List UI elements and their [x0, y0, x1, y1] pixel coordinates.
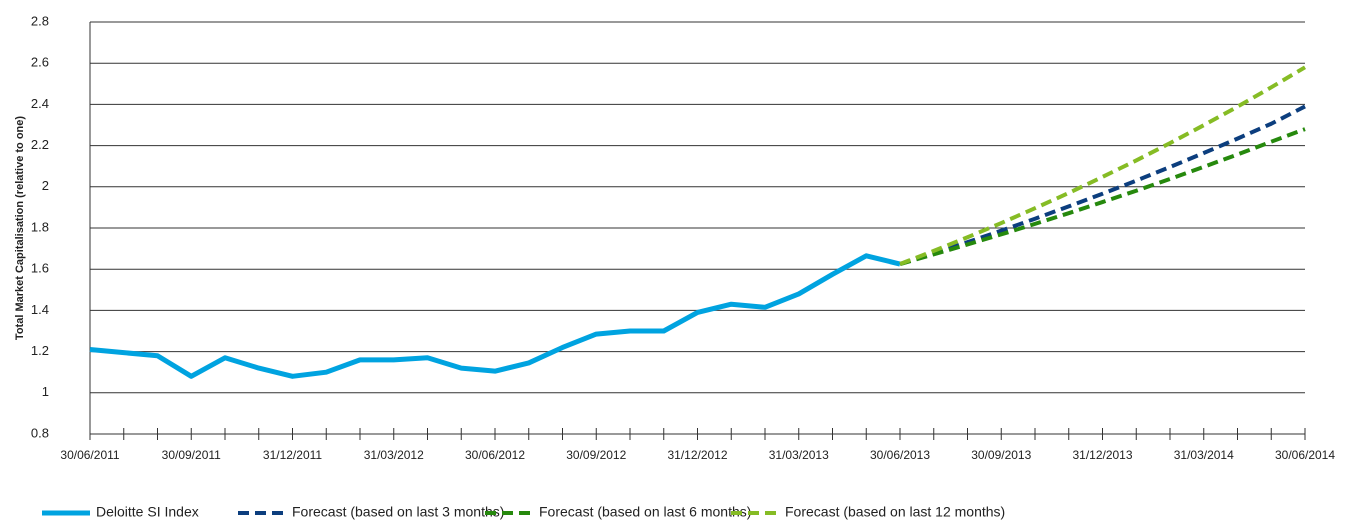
x-tick-label: 31/03/2014 [1174, 448, 1234, 462]
legend-label: Forecast (based on last 6 months) [539, 504, 751, 520]
y-tick-label: 1.4 [31, 302, 49, 317]
x-tick-label: 31/12/2013 [1072, 448, 1132, 462]
y-tick-label: 2 [42, 178, 49, 193]
y-tick-label: 0.8 [31, 425, 49, 440]
x-tick-label: 30/06/2014 [1275, 448, 1335, 462]
y-tick-label: 1.6 [31, 261, 49, 276]
x-tick-label: 31/03/2012 [364, 448, 424, 462]
x-tick-label: 30/06/2012 [465, 448, 525, 462]
x-tick-label: 30/09/2011 [162, 448, 221, 462]
y-tick-label: 2.2 [31, 137, 49, 152]
series-line [89, 253, 901, 379]
y-tick-label: 1 [42, 384, 49, 399]
y-tick-label: 1.2 [31, 343, 49, 358]
x-tick-label: 31/03/2013 [769, 448, 829, 462]
x-tick-label: 30/06/2013 [870, 448, 930, 462]
y-tick-label: 1.8 [31, 219, 49, 234]
x-tick-label: 31/12/2011 [263, 448, 322, 462]
legend-label: Deloitte SI Index [96, 504, 199, 520]
x-tick-label: 31/12/2012 [667, 448, 727, 462]
series-line [899, 65, 1307, 266]
x-tick-label: 30/06/2011 [60, 448, 119, 462]
y-tick-label: 2.4 [31, 96, 49, 111]
x-tick-label: 30/09/2013 [971, 448, 1031, 462]
x-tick-label: 30/09/2012 [566, 448, 626, 462]
legend-label: Forecast (based on last 12 months) [785, 504, 1005, 520]
legend-label: Forecast (based on last 3 months) [292, 504, 504, 520]
y-tick-label: 2.6 [31, 55, 49, 70]
series-line [899, 127, 1306, 266]
y-axis-label: Total Market Capitalisation (relative to… [14, 116, 26, 340]
y-tick-label: 2.8 [31, 13, 49, 28]
series-line [899, 104, 1306, 266]
